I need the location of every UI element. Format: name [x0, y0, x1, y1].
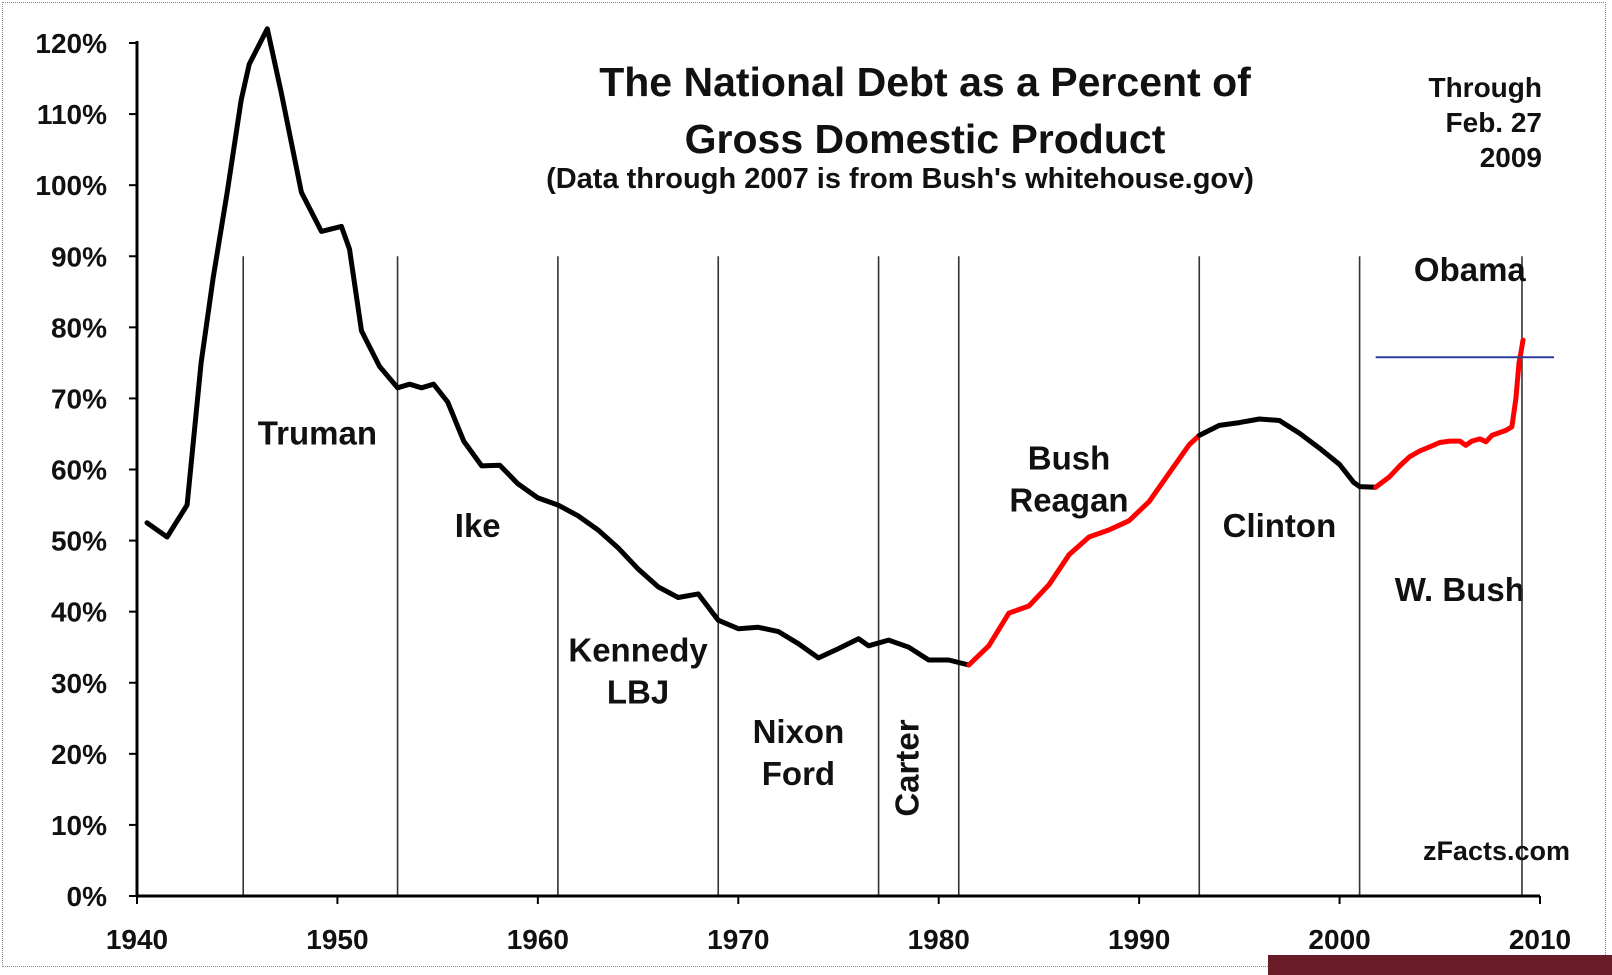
through-date-note: Through Feb. 27 2009: [1428, 72, 1542, 173]
series-line: [1196, 416, 1379, 490]
chart-subtitle: (Data through 2007 is from Bush's whiteh…: [546, 163, 1254, 195]
x-tick-label: 1990: [1108, 924, 1170, 955]
x-tick-label: 1940: [106, 924, 168, 955]
term-label: Truman: [258, 415, 377, 452]
debt-series: [144, 26, 1526, 668]
chart-title-line: Gross Domestic Product: [685, 116, 1166, 162]
y-tick-label: 10%: [51, 810, 107, 841]
y-tick-label: 50%: [51, 526, 107, 557]
y-tick-label: 120%: [35, 28, 107, 59]
y-tick-label: 20%: [51, 739, 107, 770]
chart-title: The National Debt as a Percent of Gross D…: [599, 59, 1251, 162]
y-tick-label: 100%: [35, 170, 107, 201]
x-tick-label: 2010: [1509, 924, 1571, 955]
y-tick-label: 80%: [51, 312, 107, 343]
credit-label: zFacts.com: [1423, 836, 1570, 866]
y-axis: 0% 10% 20% 30% 40% 50% 60% 70% 80% 90% 100% 110% 120…: [35, 28, 139, 912]
x-tick-label: 1950: [306, 924, 368, 955]
president-terms: Truman Ike Kennedy LBJ Nixon Ford Carter Bush Re…: [242, 251, 1527, 896]
x-tick-label: 2000: [1308, 924, 1370, 955]
term-label: Nixon: [753, 713, 845, 750]
corner-bar: [1268, 955, 1612, 975]
term-label: Clinton: [1223, 507, 1337, 544]
y-tick-label: 70%: [51, 383, 107, 414]
term-label: Carter: [889, 719, 926, 816]
x-tick-label: 1970: [707, 924, 769, 955]
term-label: Kennedy: [568, 631, 708, 668]
y-tick-label: 40%: [51, 597, 107, 628]
chart-title-line: The National Debt as a Percent of: [599, 59, 1251, 105]
y-tick-label: 60%: [51, 455, 107, 486]
term-label: Reagan: [1009, 482, 1128, 519]
note-line: Through: [1428, 72, 1542, 103]
y-tick-label: 30%: [51, 668, 107, 699]
y-tick-label: 90%: [51, 241, 107, 272]
term-label: LBJ: [607, 673, 669, 710]
note-line: Feb. 27: [1446, 107, 1542, 138]
y-tick-label: 110%: [37, 99, 107, 130]
term-label: Bush: [1028, 440, 1111, 477]
series-line: [144, 26, 972, 668]
x-tick-label: 1980: [908, 924, 970, 955]
term-label: Ike: [455, 507, 501, 544]
x-tick-label: 1960: [507, 924, 569, 955]
term-label: Obama: [1414, 251, 1527, 288]
term-label: W. Bush: [1395, 571, 1525, 608]
series-line: [1373, 337, 1526, 490]
series-line: [966, 432, 1202, 668]
term-label: Ford: [762, 755, 835, 792]
y-tick-label: 0%: [67, 881, 108, 912]
x-axis: 1940 1950 1960 1970 1980 1990 2000 2010: [106, 894, 1571, 955]
note-line: 2009: [1480, 142, 1542, 173]
